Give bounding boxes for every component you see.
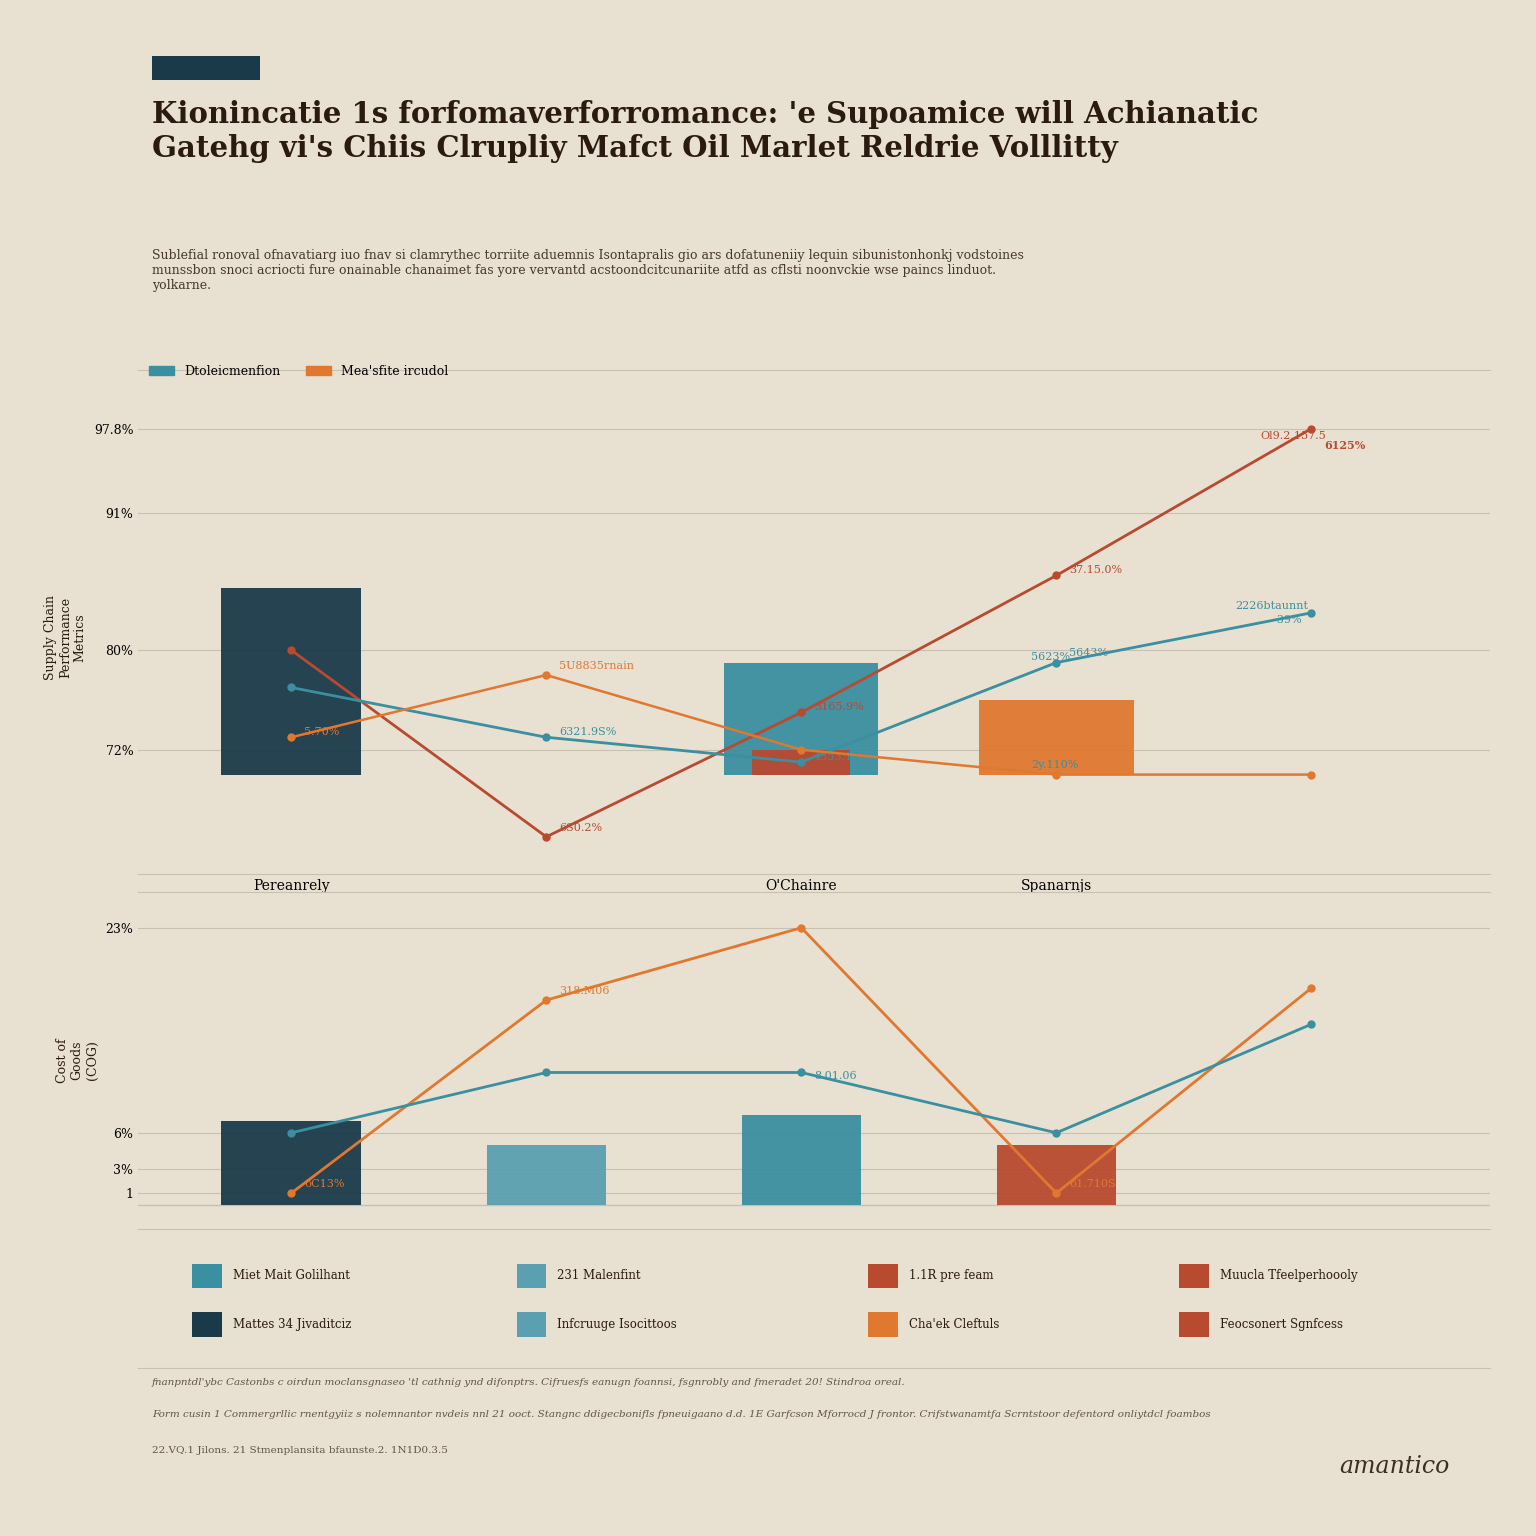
Text: fnanpntdl'ybc Castonbs c oirdun moclansgnaseo 'tl cathnig ynd difonptrs. Cifrues: fnanpntdl'ybc Castonbs c oirdun moclansg…: [152, 1378, 905, 1387]
Text: Miet Mait Golilhant: Miet Mait Golilhant: [233, 1269, 350, 1283]
Bar: [516, 1264, 547, 1289]
Bar: [742, 1115, 862, 1206]
Bar: [868, 1264, 899, 1289]
Bar: [192, 1264, 223, 1289]
Text: 6S0.2%: 6S0.2%: [559, 823, 602, 833]
Text: 6125%: 6125%: [1324, 439, 1366, 450]
Text: 231 Malenfint: 231 Malenfint: [558, 1269, 641, 1283]
Bar: [723, 662, 879, 774]
Bar: [997, 1144, 1117, 1206]
Text: amantico: amantico: [1339, 1455, 1450, 1478]
Text: 5623%: 5623%: [1031, 653, 1071, 662]
Text: 5.70%: 5.70%: [304, 727, 339, 737]
Bar: [516, 1312, 547, 1336]
Text: Form cusin 1 Commergrllic rnentgyiiz s nolemnantor nvdeis nnl 21 ooct. Stangnc d: Form cusin 1 Commergrllic rnentgyiiz s n…: [152, 1410, 1210, 1419]
Bar: [1180, 1264, 1209, 1289]
Text: 61.710S: 61.710S: [1069, 1180, 1115, 1189]
Bar: [221, 588, 361, 774]
Text: Ol9.2.157.5: Ol9.2.157.5: [1261, 430, 1326, 441]
Bar: [753, 750, 851, 774]
Text: Feocsonert Sgnfcess: Feocsonert Sgnfcess: [1220, 1318, 1342, 1332]
Text: -39%: -39%: [1273, 614, 1303, 625]
Text: 6321.9S%: 6321.9S%: [559, 727, 616, 737]
Text: Muucla Tfeelperhoooly: Muucla Tfeelperhoooly: [1220, 1269, 1358, 1283]
Text: 22.VQ.1 Jilons. 21 Stmenplansita bfaunste.2. 1N1D0.3.5: 22.VQ.1 Jilons. 21 Stmenplansita bfaunst…: [152, 1445, 447, 1455]
Text: 2226btaunnt: 2226btaunnt: [1235, 601, 1307, 611]
Text: 3165.9%: 3165.9%: [814, 702, 863, 711]
Bar: [487, 1144, 605, 1206]
Text: 5U8835rnain: 5U8835rnain: [559, 660, 634, 671]
Legend: Dtoleicmenfion, Mea'sfite ircudol: Dtoleicmenfion, Mea'sfite ircudol: [144, 361, 453, 382]
Text: 37.15.0%: 37.15.0%: [1069, 565, 1123, 574]
Bar: [152, 57, 260, 80]
Text: 318.M06: 318.M06: [559, 986, 610, 995]
Y-axis label: Cost of
Goods
(COG): Cost of Goods (COG): [55, 1038, 98, 1083]
Bar: [868, 1312, 899, 1336]
Text: 5643%: 5643%: [1069, 648, 1109, 659]
Bar: [980, 700, 1134, 774]
Text: Infcruuge Isocittoos: Infcruuge Isocittoos: [558, 1318, 677, 1332]
Text: Sublefial ronoval ofnavatiarg iuo fnav si clamrythec torriite aduemnis Isontapra: Sublefial ronoval ofnavatiarg iuo fnav s…: [152, 249, 1023, 292]
Text: 4353.19: 4353.19: [814, 751, 860, 762]
Text: Kionincatie 1s forfomaverforromance: 'e Supoamice will Achianatic
Gatehg vi's Ch: Kionincatie 1s forfomaverforromance: 'e …: [152, 100, 1258, 163]
Text: 2y.110%: 2y.110%: [1031, 760, 1078, 771]
Text: 6C13%: 6C13%: [304, 1180, 344, 1189]
Text: Cha'ek Cleftuls: Cha'ek Cleftuls: [909, 1318, 998, 1332]
Y-axis label: Supply Chain
Performance
Metrics: Supply Chain Performance Metrics: [45, 596, 88, 680]
Bar: [221, 1121, 361, 1206]
Text: 1.1R pre feam: 1.1R pre feam: [909, 1269, 994, 1283]
Bar: [192, 1312, 223, 1336]
Text: Mattes 34 Jivaditciz: Mattes 34 Jivaditciz: [233, 1318, 352, 1332]
Text: 8.01.06: 8.01.06: [814, 1071, 857, 1080]
Bar: [1180, 1312, 1209, 1336]
